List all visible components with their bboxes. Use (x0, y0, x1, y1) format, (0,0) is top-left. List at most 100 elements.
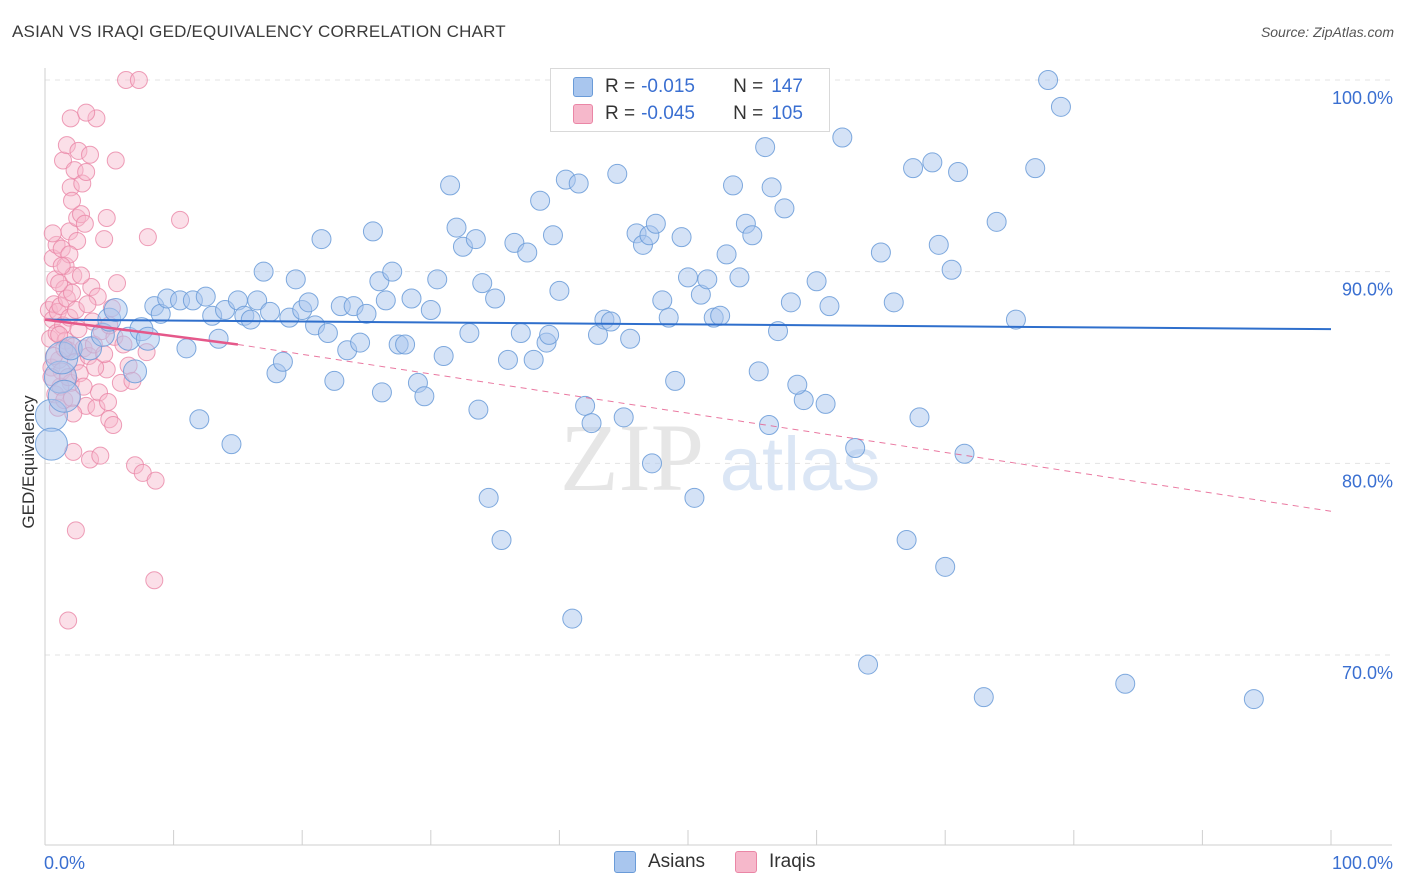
iraqi-point (88, 287, 107, 306)
n-label: N = (733, 103, 764, 124)
iraqi-point (126, 456, 145, 475)
asian-point (208, 328, 229, 349)
iraqi-point (39, 301, 58, 319)
asian-point (123, 359, 148, 384)
asian-point (1038, 70, 1059, 90)
y-tick-label: 70.0% (1342, 663, 1393, 683)
source-credit: Source: ZipAtlas.com (1260, 24, 1394, 40)
stats-row-asians: R = -0.015 N = 147 (573, 75, 803, 99)
axes (44, 68, 1392, 846)
asian-point (34, 427, 68, 461)
asian-point (189, 409, 210, 430)
iraqi-point (75, 214, 94, 233)
asian-point (948, 162, 969, 182)
asian-point (883, 292, 904, 313)
asian-swatch (614, 851, 636, 873)
asian-point (697, 269, 718, 290)
asian-point (671, 227, 692, 248)
asian-point (465, 229, 486, 250)
asian-point (684, 487, 705, 508)
asian-point (433, 346, 454, 366)
legend-label-asians: Asians (648, 851, 706, 872)
iraqi-trend-line (44, 318, 239, 346)
iraqi-point (87, 109, 106, 128)
asian-point (382, 261, 403, 282)
asian-point (539, 324, 560, 345)
iraqi-swatch (735, 851, 758, 873)
asian-point (755, 137, 776, 158)
asian-swatch (573, 77, 593, 97)
asian-point (896, 530, 917, 550)
asian-point (401, 288, 422, 309)
iraqi-point (111, 373, 130, 392)
asian-points (34, 70, 1264, 710)
asian-point (221, 434, 242, 455)
asian-point (1243, 689, 1264, 710)
asian-point (317, 323, 338, 343)
asian-point (928, 234, 949, 255)
iraqi-point (73, 174, 92, 193)
asian-point (350, 332, 371, 353)
iraqi-point (108, 274, 127, 293)
asian-point (472, 273, 493, 294)
asian-point (742, 225, 763, 246)
asian-point (1025, 158, 1046, 179)
asian-point (665, 370, 686, 391)
asian-point (420, 300, 441, 320)
asian-point (658, 307, 679, 328)
asian-point (240, 309, 261, 330)
iraqi-point (129, 71, 148, 89)
asian-point (954, 443, 975, 464)
iraqi-point (81, 145, 100, 164)
iraqi-point (81, 450, 100, 469)
x-tick-label: 0.0% (44, 853, 85, 873)
asian-point (485, 288, 506, 309)
iraqi-point (63, 191, 82, 210)
iraqi-point (52, 256, 71, 275)
r-value: -0.015 (641, 76, 695, 97)
asian-point (710, 305, 731, 326)
asian-point (1005, 309, 1026, 330)
asian-trend-line (44, 318, 1332, 331)
iraqi-point (56, 256, 75, 275)
grid-lines (45, 79, 1392, 656)
asian-point (491, 530, 512, 550)
asian-point (845, 438, 866, 458)
series-legend: Asians Iraqis (614, 851, 846, 873)
asian-point (575, 395, 596, 416)
iraqi-point (106, 151, 125, 170)
asian-point (510, 323, 531, 343)
asian-point (620, 328, 641, 349)
y-tick-label: 80.0% (1342, 471, 1393, 491)
asian-point (427, 269, 448, 290)
asian-point (549, 280, 570, 301)
legend-item-iraqis[interactable]: Iraqis (735, 851, 816, 873)
iraqi-point (78, 295, 97, 314)
asian-point (600, 311, 621, 332)
asian-point (253, 261, 274, 282)
iraqi-point (69, 141, 88, 160)
legend-item-asians[interactable]: Asians (614, 851, 705, 873)
iraqi-point (61, 178, 80, 197)
asian-point (774, 198, 795, 219)
asian-point (922, 152, 943, 173)
r-value: -0.045 (641, 103, 695, 124)
asian-point (414, 386, 435, 407)
asian-point (806, 271, 827, 292)
asian-point (903, 158, 924, 179)
iraqi-point (66, 521, 85, 540)
iraqi-point (90, 383, 109, 402)
iraqi-point (68, 232, 87, 250)
asian-point (652, 290, 673, 311)
asian-point (562, 608, 583, 629)
iraqi-point (97, 360, 116, 379)
asian-point (530, 190, 551, 211)
stats-row-iraqis: R = -0.045 N = 105 (573, 102, 803, 126)
asian-point (375, 290, 396, 311)
iraqi-point (72, 266, 91, 285)
asian-point (729, 267, 750, 288)
iraqi-point (72, 205, 91, 224)
y-axis-label: GED/Equivalency (19, 395, 38, 529)
iraqi-point (145, 571, 164, 590)
